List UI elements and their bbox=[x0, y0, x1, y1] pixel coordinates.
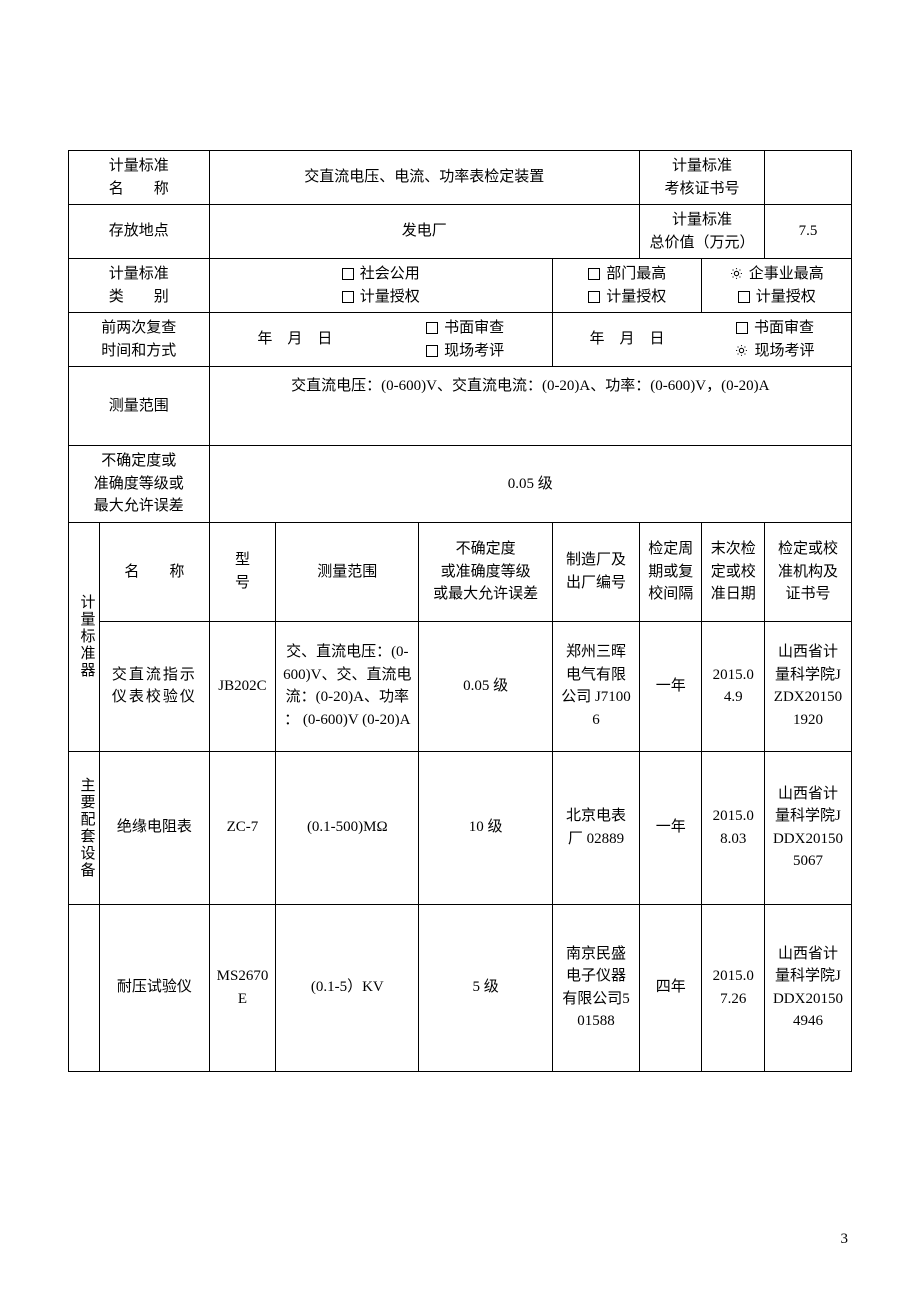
price-value: 7.5 bbox=[764, 205, 851, 259]
category-options-1: 社会公用 计量授权 bbox=[209, 259, 552, 313]
col-uncertainty: 不确定度或准确度等级或最大允许误差 bbox=[419, 522, 553, 622]
checkbox-group: 书面审查 现场考评 bbox=[735, 317, 814, 362]
col-model: 型 号 bbox=[209, 522, 276, 622]
equipment-header-row: 计量标准器 名 称 型 号 测量范围 不确定度或准确度等级或最大允许误差 制造厂… bbox=[69, 522, 852, 622]
prev-review-left: 年 月 日 书面审查 现场考评 bbox=[209, 313, 552, 367]
eq-cert: 山西省计量科学院JDDX201504946 bbox=[764, 904, 851, 1071]
checkbox-item: 企事业最高 计量授权 bbox=[708, 263, 845, 308]
location-value: 发电厂 bbox=[209, 205, 639, 259]
col-cert: 检定或校准机构及证书号 bbox=[764, 522, 851, 622]
checkbox-icon bbox=[426, 320, 444, 336]
uncertainty-value: 0.05 级 bbox=[209, 446, 851, 523]
eq-lastdate: 2015.04.9 bbox=[702, 622, 764, 751]
eq-name: 绝缘电阻表 bbox=[100, 751, 209, 904]
eq-range: (0.1-500)MΩ bbox=[276, 751, 419, 904]
prev-review-right: 年 月 日 书面审查 现场考评 bbox=[553, 313, 852, 367]
table-row: 测量范围 交直流电压：(0-600)V、交直流电流：(0-20)A、功率：(0-… bbox=[69, 367, 852, 446]
eq-cert: 山西省计量科学院JDDX201505067 bbox=[764, 751, 851, 904]
equipment-row: 主要配套设备 绝缘电阻表 ZC-7 (0.1-500)MΩ 10 级 北京电表厂… bbox=[69, 751, 852, 904]
eq-model: MS2670E bbox=[209, 904, 276, 1071]
table-row: 前两次复查时间和方式 年 月 日 书面审查 现场考评 年 月 日 书面审查 现场… bbox=[69, 313, 852, 367]
eq-uncertainty: 10 级 bbox=[419, 751, 553, 904]
prev-review-label: 前两次复查时间和方式 bbox=[69, 313, 210, 367]
checkbox-label: 书面审查 bbox=[754, 320, 814, 336]
eq-uncertainty: 5 级 bbox=[419, 904, 553, 1071]
eq-name: 耐压试验仪 bbox=[100, 904, 209, 1071]
eq-range: 交、直流电压：(0-600)V、交、直流电流：(0-20)A、功率 ： (0-6… bbox=[276, 622, 419, 751]
equipment-row: 交直流指示仪表校验仪 JB202C 交、直流电压：(0-600)V、交、直流电流… bbox=[69, 622, 852, 751]
date-template: 年 月 日 bbox=[257, 328, 332, 351]
date-template: 年 月 日 bbox=[590, 328, 665, 351]
section-label-2: 主要配套设备 bbox=[69, 751, 100, 904]
checkbox-item: 部门最高 计量授权 bbox=[559, 263, 695, 308]
checkbox-icon bbox=[426, 343, 444, 359]
eq-interval: 一年 bbox=[640, 622, 702, 751]
checkbox-icon bbox=[588, 266, 606, 282]
category-label: 计量标准类 别 bbox=[69, 259, 210, 313]
checkbox-item: 社会公用 计量授权 bbox=[342, 263, 420, 308]
eq-model: ZC-7 bbox=[209, 751, 276, 904]
main-table: 计量标准名 称 交直流电压、电流、功率表检定装置 计量标准考核证书号 存放地点 … bbox=[68, 150, 852, 1072]
cert-label: 计量标准考核证书号 bbox=[640, 151, 765, 205]
uncertainty-label: 不确定度或准确度等级或最大允许误差 bbox=[69, 446, 210, 523]
eq-maker: 北京电表厂 02889 bbox=[553, 751, 640, 904]
col-maker: 制造厂及出厂编号 bbox=[553, 522, 640, 622]
location-label: 存放地点 bbox=[69, 205, 210, 259]
gear-icon bbox=[730, 266, 749, 282]
eq-interval: 一年 bbox=[640, 751, 702, 904]
checkbox-label: 书面审查 bbox=[444, 320, 504, 336]
eq-uncertainty: 0.05 级 bbox=[419, 622, 553, 751]
checkbox-label: 计量授权 bbox=[360, 289, 420, 305]
checkbox-icon bbox=[588, 289, 606, 305]
gear-icon bbox=[735, 343, 754, 359]
page-container: 计量标准名 称 交直流电压、电流、功率表检定装置 计量标准考核证书号 存放地点 … bbox=[0, 0, 920, 1302]
checkbox-label: 部门最高 bbox=[606, 266, 666, 282]
eq-maker: 郑州三晖电气有限公司 J71006 bbox=[553, 622, 640, 751]
std-name-value: 交直流电压、电流、功率表检定装置 bbox=[209, 151, 639, 205]
section-label-empty bbox=[69, 904, 100, 1071]
price-label: 计量标准总价值（万元） bbox=[640, 205, 765, 259]
checkbox-label: 计量授权 bbox=[756, 289, 816, 305]
range-label: 测量范围 bbox=[69, 367, 210, 446]
table-row: 计量标准类 别 社会公用 计量授权 部门最高 计量授权 企事业最高 计量授权 bbox=[69, 259, 852, 313]
table-row: 存放地点 发电厂 计量标准总价值（万元） 7.5 bbox=[69, 205, 852, 259]
eq-cert: 山西省计量科学院JZDX201501920 bbox=[764, 622, 851, 751]
checkbox-label: 社会公用 bbox=[360, 266, 420, 282]
col-name: 名 称 bbox=[100, 522, 209, 622]
checkbox-label: 计量授权 bbox=[606, 289, 666, 305]
checkbox-icon bbox=[342, 289, 360, 305]
eq-range: (0.1-5）KV bbox=[276, 904, 419, 1071]
eq-maker: 南京民盛电子仪器有限公司501588 bbox=[553, 904, 640, 1071]
checkbox-icon bbox=[738, 289, 756, 305]
checkbox-group: 书面审查 现场考评 bbox=[426, 317, 504, 362]
eq-model: JB202C bbox=[209, 622, 276, 751]
col-lastdate: 末次检定或校准日期 bbox=[702, 522, 764, 622]
cert-value bbox=[764, 151, 851, 205]
checkbox-label: 现场考评 bbox=[754, 343, 814, 359]
eq-name: 交直流指示仪表校验仪 bbox=[100, 622, 209, 751]
section-label-1: 计量标准器 bbox=[69, 522, 100, 751]
table-row: 不确定度或准确度等级或最大允许误差 0.05 级 bbox=[69, 446, 852, 523]
table-row: 计量标准名 称 交直流电压、电流、功率表检定装置 计量标准考核证书号 bbox=[69, 151, 852, 205]
checkbox-label: 现场考评 bbox=[444, 343, 504, 359]
category-options-2: 部门最高 计量授权 bbox=[553, 259, 702, 313]
checkbox-label: 企事业最高 bbox=[749, 266, 824, 282]
checkbox-icon bbox=[736, 320, 754, 336]
eq-lastdate: 2015.07.26 bbox=[702, 904, 764, 1071]
eq-lastdate: 2015.08.03 bbox=[702, 751, 764, 904]
checkbox-icon bbox=[342, 266, 360, 282]
equipment-row: 耐压试验仪 MS2670E (0.1-5）KV 5 级 南京民盛电子仪器有限公司… bbox=[69, 904, 852, 1071]
category-options-3: 企事业最高 计量授权 bbox=[702, 259, 852, 313]
std-name-label: 计量标准名 称 bbox=[69, 151, 210, 205]
page-number: 3 bbox=[841, 1231, 849, 1248]
eq-interval: 四年 bbox=[640, 904, 702, 1071]
col-interval: 检定周期或复校间隔 bbox=[640, 522, 702, 622]
range-value: 交直流电压：(0-600)V、交直流电流：(0-20)A、功率：(0-600)V… bbox=[209, 367, 851, 446]
col-range: 测量范围 bbox=[276, 522, 419, 622]
